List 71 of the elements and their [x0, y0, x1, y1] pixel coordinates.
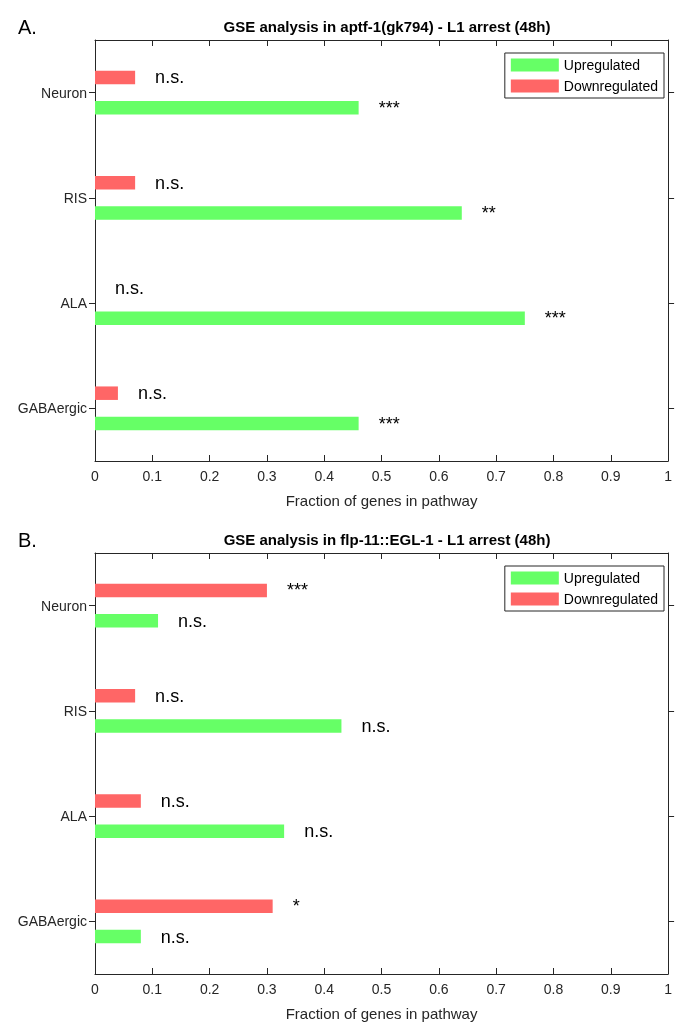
x-tick-label: 0.3 [257, 468, 277, 484]
data-label: *** [378, 97, 400, 118]
x-tick-label: 0.6 [429, 468, 449, 484]
legend-label: Downregulated [563, 78, 658, 94]
bar [95, 311, 525, 326]
data-label: ** [481, 203, 496, 224]
bar [95, 719, 342, 733]
y-tick-label: ALA [60, 295, 88, 312]
x-tick-label: 0.7 [486, 468, 507, 484]
bar [95, 929, 141, 944]
x-axis-title: Fraction of genes in pathway [285, 492, 478, 509]
data-label: n.s. [137, 383, 167, 404]
chart-title: GSE analysis in flp-11::EGL-1 - L1 arrest (48h) [223, 531, 551, 548]
bar [95, 583, 267, 598]
text: A. [18, 16, 37, 38]
legend-label: Upregulated [563, 570, 641, 586]
bar [95, 416, 359, 431]
data-label: n.s. [304, 821, 334, 842]
bar [95, 175, 136, 190]
data-label: n.s. [155, 685, 185, 706]
x-axis-title: Fraction of genes in pathway [285, 1005, 478, 1022]
bar [95, 899, 273, 913]
y-tick-label: ALA [60, 808, 88, 825]
x-tick-label: 0.2 [199, 468, 220, 484]
x-tick-label: 0.8 [543, 981, 564, 997]
bar [95, 688, 136, 703]
x-tick-label: 1 [664, 981, 673, 997]
x-tick-label: 0.8 [543, 468, 564, 484]
y-tick-label: Neuron [41, 84, 87, 101]
bar [95, 70, 136, 85]
data-label: n.s. [155, 67, 185, 88]
chart-title: GSE analysis in aptf-1(gk794) - L1 arrest (48h) [223, 18, 551, 35]
x-tick-label: 0.1 [142, 468, 163, 484]
x-tick-label: 0.9 [601, 468, 621, 484]
x-tick-label: 0.5 [371, 981, 392, 997]
legend-label: Upregulated [563, 57, 641, 73]
y-tick-label: RIS [63, 189, 87, 206]
x-tick-label: 0.1 [142, 981, 163, 997]
data-label: n.s. [361, 716, 391, 737]
data-label: *** [544, 308, 566, 329]
y-tick-label: RIS [63, 702, 87, 719]
x-tick-label: 0.4 [314, 981, 335, 997]
bar [95, 824, 285, 839]
data-label: n.s. [115, 277, 145, 298]
x-tick-label: 0 [91, 468, 100, 484]
bar [95, 614, 159, 628]
x-tick-label: 0.7 [486, 981, 507, 997]
x-tick-label: 0.4 [314, 468, 335, 484]
x-tick-label: 0.5 [371, 468, 392, 484]
x-tick-label: 0.6 [429, 981, 449, 997]
bar [95, 101, 359, 115]
data-label: n.s. [155, 172, 185, 193]
x-tick-label: 1 [664, 468, 673, 484]
data-label: n.s. [160, 790, 190, 811]
x-tick-label: 0.9 [601, 981, 621, 997]
data-label: n.s. [160, 926, 190, 947]
y-tick-label: Neuron [41, 597, 87, 614]
data-label: *** [378, 413, 400, 434]
bar [95, 386, 118, 400]
x-tick-label: 0 [91, 981, 100, 997]
bar [95, 794, 141, 808]
data-label: *** [286, 580, 308, 601]
y-tick-label: GABAergic [17, 400, 87, 417]
data-label: n.s. [178, 610, 208, 631]
y-tick-label: GABAergic [17, 913, 87, 930]
legend-label: Downregulated [563, 591, 658, 607]
bar [95, 206, 462, 220]
x-tick-label: 0.3 [257, 981, 277, 997]
text: B. [18, 529, 37, 551]
x-tick-label: 0.2 [199, 981, 220, 997]
data-label: * [292, 896, 300, 917]
